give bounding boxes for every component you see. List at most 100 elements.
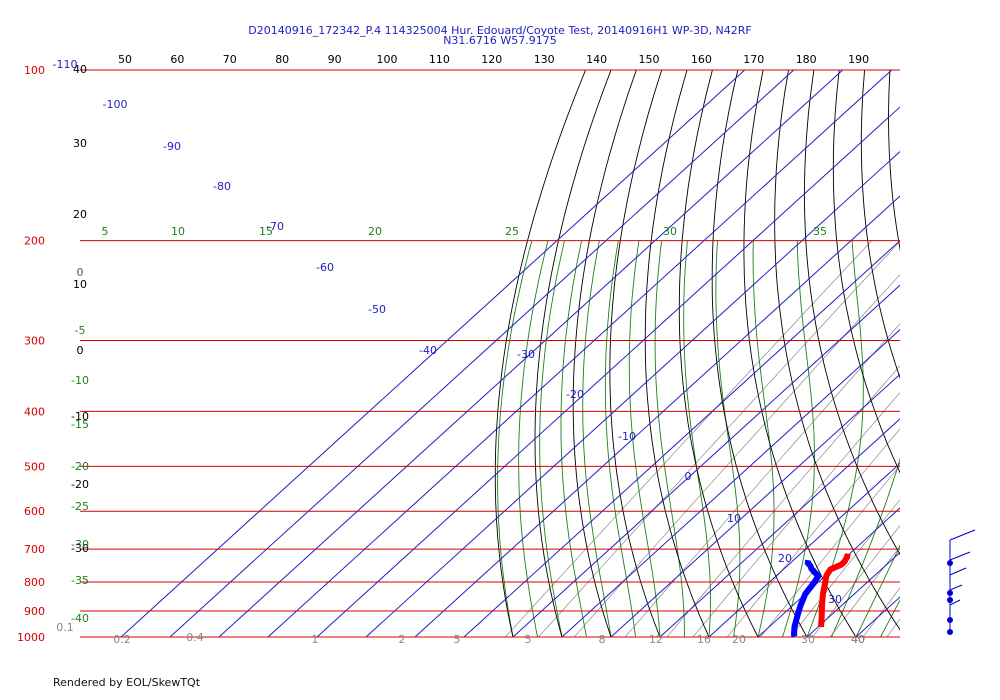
left-adiabat-label: 0 — [77, 344, 84, 357]
dewpoint-trace — [791, 559, 822, 638]
moist-adiabat-line — [752, 240, 775, 637]
mixing-ratio-label: 0.1 — [56, 621, 74, 634]
isotherm-line — [169, 70, 795, 637]
wind-barb — [949, 584, 963, 591]
wind-dot — [947, 560, 953, 566]
theta-top-label: 100 — [377, 53, 398, 66]
left-adiabat-label: -20 — [71, 478, 89, 491]
isotherm-line — [316, 106, 900, 637]
isotherm-line — [708, 462, 900, 637]
chart-subtitle: N31.6716 W57.9175 — [443, 34, 557, 47]
dry-adiabat-line — [678, 70, 759, 637]
mixing-ratio-line — [812, 525, 900, 637]
mixing-ratio-label: 30 — [801, 633, 815, 646]
pressure-tick-label: 800 — [24, 576, 45, 589]
isotherm-line — [365, 150, 900, 637]
pressure-tick-label: 700 — [24, 543, 45, 556]
moist-adiabat-line — [880, 599, 900, 637]
mixing-ratio-label: 5 — [525, 633, 532, 646]
isotherm-label: -110 — [53, 58, 78, 71]
wind-dot — [947, 597, 953, 603]
isotherm-label: 0 — [685, 470, 692, 483]
mixing-ratio-line — [829, 546, 900, 637]
wind-barb — [949, 599, 961, 606]
mixing-ratio-label: 1 — [312, 633, 319, 646]
mixing-ratio-label: 0.2 — [113, 633, 131, 646]
dry-adiabat-line — [966, 70, 1000, 649]
moist-label-200: 10 — [171, 225, 185, 238]
isotherm-label: 40 — [851, 633, 865, 646]
isotherm-line — [954, 70, 1000, 637]
isotherm-label: -50 — [368, 303, 386, 316]
dry-adiabat-line — [743, 70, 857, 637]
left-moist-label: -5 — [75, 324, 86, 337]
isotherm-label: -20 — [566, 388, 584, 401]
dry-adiabat-line — [860, 70, 900, 380]
moist-label-200: 35 — [813, 225, 827, 238]
mixing-ratio-line — [886, 618, 900, 637]
left-adiabat-label: 30 — [73, 137, 87, 150]
wind-dot — [947, 629, 953, 635]
pressure-tick-label: 500 — [24, 460, 45, 473]
isotherm-line — [855, 596, 900, 637]
isotherm-line — [267, 70, 893, 637]
isotherm-label: 10 — [727, 512, 741, 525]
isotherm-line — [610, 373, 900, 637]
isotherm-line — [757, 507, 900, 637]
isotherm-label: -40 — [419, 344, 437, 357]
left-adiabat-label: 10 — [73, 278, 87, 291]
pressure-tick-label: 900 — [24, 605, 45, 618]
moist-label-200: 15 — [259, 225, 273, 238]
isotherm-label: -80 — [213, 180, 231, 193]
moist-adiabat-line — [654, 240, 685, 637]
left-adiabat-label: -10 — [71, 410, 89, 423]
theta-top-label: 120 — [481, 53, 502, 66]
isotherm-line — [463, 239, 900, 637]
moist-adiabat-line — [518, 240, 549, 637]
theta-top-label: 70 — [223, 53, 237, 66]
theta-top-label: 90 — [328, 53, 342, 66]
left-moist-label: -25 — [71, 500, 89, 513]
pressure-tick-label: 1000 — [17, 631, 45, 644]
wind-barb — [949, 551, 971, 561]
left-moist-label: -40 — [71, 612, 89, 625]
wind-barbs — [947, 529, 976, 635]
mixing-ratio-label: 40 — [851, 633, 865, 646]
mixing-ratio-label: 20 — [732, 633, 746, 646]
dry-adiabat-line — [832, 70, 900, 474]
left-moist-label: -10 — [71, 374, 89, 387]
theta-top-label: 60 — [170, 53, 184, 66]
moist-adiabat-line — [782, 240, 815, 637]
isotherm-line — [806, 551, 900, 637]
mixing-ratio-label: 0.4 — [186, 631, 204, 644]
isotherm-label: 20 — [778, 552, 792, 565]
chart-title: D20140916_172342_P.4 114325004 Hur. Edou… — [248, 24, 752, 37]
mixing-ratio-label: 2 — [399, 633, 406, 646]
pressure-tick-label: 600 — [24, 505, 45, 518]
wind-barb — [949, 529, 976, 541]
dry-adiabat-line — [888, 70, 900, 252]
pressure-tick-label: 100 — [24, 64, 45, 77]
theta-top-label: 130 — [534, 53, 555, 66]
moist-label-200: 5 — [102, 225, 109, 238]
isotherm-label: -100 — [103, 98, 128, 111]
isotherm-label: 30 — [828, 593, 842, 606]
left-adiabat-label: 20 — [73, 208, 87, 221]
mixing-ratio-label: 12 — [649, 633, 663, 646]
mixing-ratio-line — [862, 587, 900, 637]
dry-adiabat-line — [534, 70, 612, 637]
left-adiabat-label: -30 — [71, 542, 89, 555]
dry-adiabat-line — [609, 70, 663, 637]
isotherm-line — [218, 70, 844, 637]
theta-top-label: 50 — [118, 53, 132, 66]
moist-label-200: 20 — [368, 225, 382, 238]
mixing-ratio-label: 8 — [599, 633, 606, 646]
wind-barb — [949, 567, 967, 576]
moist-adiabat-line — [905, 241, 1000, 637]
moist-adiabats — [497, 240, 1000, 637]
left-moist-label: -35 — [71, 574, 89, 587]
isotherm-label: -10 — [618, 430, 636, 443]
moist-label-200: 30 — [663, 225, 677, 238]
